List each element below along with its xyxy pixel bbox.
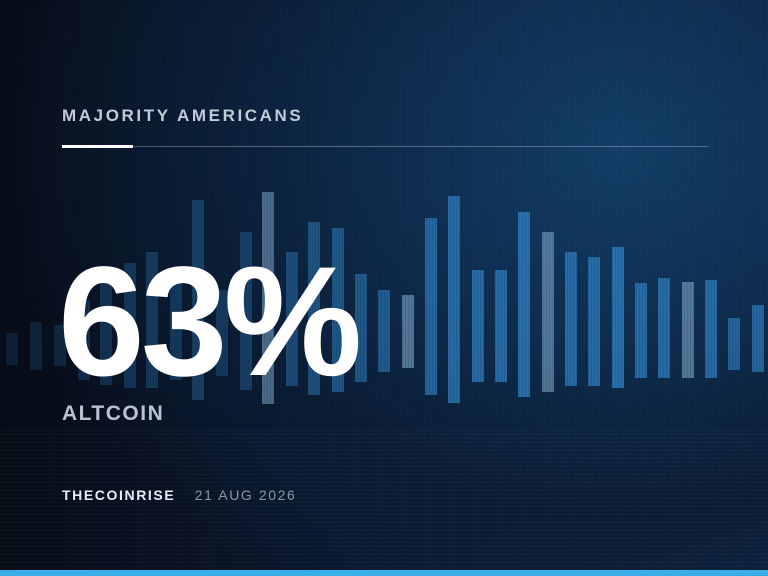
brand-name: THECOINRISE bbox=[62, 487, 176, 503]
decorative-bar bbox=[54, 325, 66, 366]
footer: THECOINRISE 21 AUG 2026 bbox=[62, 487, 296, 503]
decorative-bar bbox=[658, 278, 670, 378]
decorative-bar bbox=[402, 295, 414, 368]
decorative-bar bbox=[752, 305, 764, 372]
decorative-bar bbox=[495, 270, 507, 382]
decorative-bar bbox=[542, 232, 554, 392]
decorative-bar bbox=[262, 192, 274, 404]
decorative-bar bbox=[612, 247, 624, 388]
decorative-bar bbox=[378, 290, 390, 372]
decorative-bar bbox=[332, 228, 344, 392]
divider-accent bbox=[62, 145, 133, 148]
publish-date: 21 AUG 2026 bbox=[194, 487, 297, 503]
decorative-bar bbox=[635, 283, 647, 378]
decorative-bar bbox=[124, 263, 136, 388]
decorative-bar bbox=[472, 270, 484, 382]
decorative-bar bbox=[192, 200, 204, 400]
decorative-bar bbox=[100, 270, 112, 385]
decorative-bar bbox=[565, 252, 577, 386]
decorative-bar bbox=[78, 300, 90, 380]
decorative-bar bbox=[216, 290, 228, 376]
decorative-bar bbox=[705, 280, 717, 378]
divider-line bbox=[62, 146, 708, 147]
subject-label: ALTCOIN bbox=[62, 402, 165, 425]
decorative-bar bbox=[728, 318, 740, 370]
decorative-bar bbox=[308, 222, 320, 395]
decorative-bar bbox=[448, 196, 460, 403]
decorative-bar bbox=[355, 274, 367, 382]
decorative-bar bbox=[30, 322, 42, 370]
decorative-bar bbox=[425, 218, 437, 395]
accent-bottom-bar bbox=[0, 570, 768, 576]
decorative-bar bbox=[146, 252, 158, 388]
decorative-bar bbox=[170, 280, 182, 380]
decorative-bar bbox=[682, 282, 694, 378]
decorative-bar bbox=[518, 212, 530, 397]
decorative-bar bbox=[286, 252, 298, 386]
decorative-bar bbox=[588, 257, 600, 386]
kicker-heading: MAJORITY AMERICANS bbox=[62, 106, 304, 125]
decorative-bar bbox=[240, 232, 252, 390]
headline-percentage: 63% bbox=[58, 235, 362, 409]
decorative-bar bbox=[6, 333, 18, 365]
